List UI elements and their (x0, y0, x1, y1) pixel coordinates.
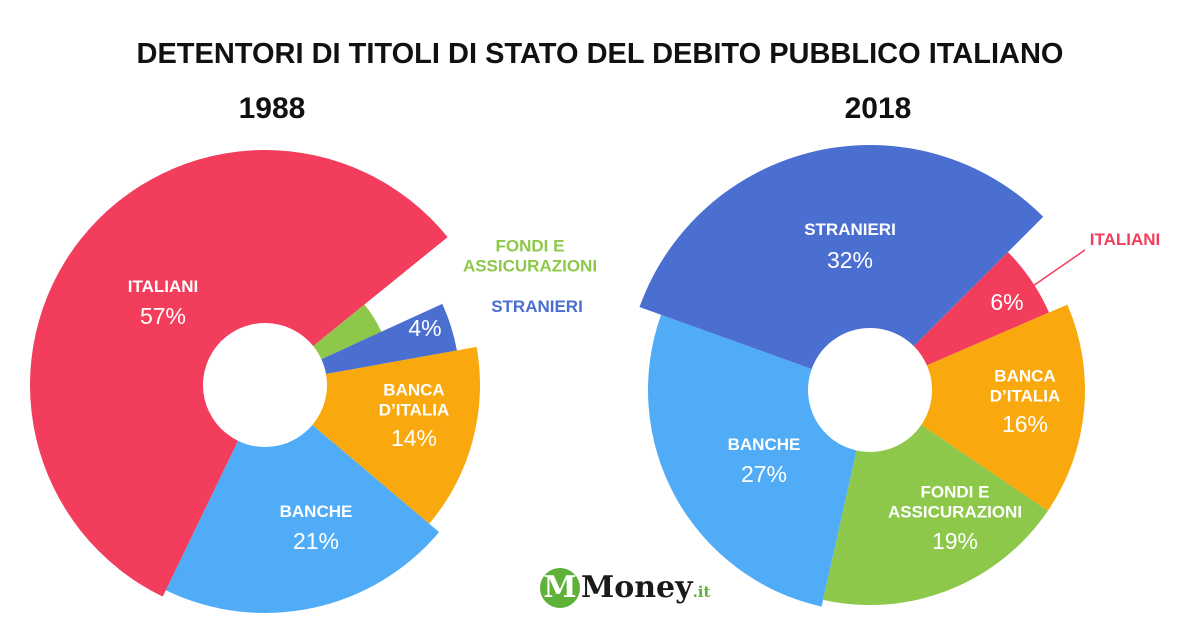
value-label: 4% (408, 314, 442, 341)
segment-label: STRANIERI (491, 297, 583, 317)
value-label: 21% (292, 527, 340, 554)
segment-label: BANCHE (279, 502, 353, 522)
value-label: 19% (931, 527, 979, 554)
segment-label: BANCHE (727, 435, 801, 455)
logo-mark: M (540, 568, 580, 608)
value-label: 27% (740, 460, 788, 487)
logo-text: Money (581, 570, 693, 605)
pie-segment (312, 346, 480, 524)
logo-suffix: .it (692, 583, 711, 601)
leader-line (1029, 249, 1086, 289)
pie-segment (321, 303, 457, 375)
value-label: 6% (990, 288, 1024, 315)
segment-label: FONDI E ASSICURAZIONI (462, 236, 598, 275)
value-label: 14% (390, 424, 438, 451)
pie-segment (29, 149, 448, 597)
segment-label: ITALIANI (1089, 230, 1161, 250)
segment-label: STRANIERI (804, 220, 896, 240)
pie-segment (921, 304, 1085, 511)
pie-segment (913, 252, 1049, 366)
pie-segment (313, 304, 382, 360)
segment-label: BANCA D’ITALIA (989, 366, 1061, 405)
pie-segment (165, 425, 440, 614)
pie-segment (648, 314, 857, 607)
value-label: 4% (376, 284, 410, 311)
segment-label: BANCA D’ITALIA (378, 380, 450, 419)
chart-title: 1988 (238, 92, 306, 125)
segment-label: FONDI E ASSICURAZIONI (887, 482, 1023, 521)
segment-label: ITALIANI (127, 277, 199, 297)
logo: M Money.it (540, 568, 710, 608)
pie-segment (639, 144, 1044, 369)
chart-title: 2018 (844, 92, 912, 125)
value-label: 57% (139, 302, 187, 329)
pie-segment (823, 424, 1048, 605)
value-label: 32% (826, 246, 874, 273)
main-title: DETENTORI DI TITOLI DI STATO DEL DEBITO … (136, 38, 1064, 70)
value-label: 16% (1001, 410, 1049, 437)
